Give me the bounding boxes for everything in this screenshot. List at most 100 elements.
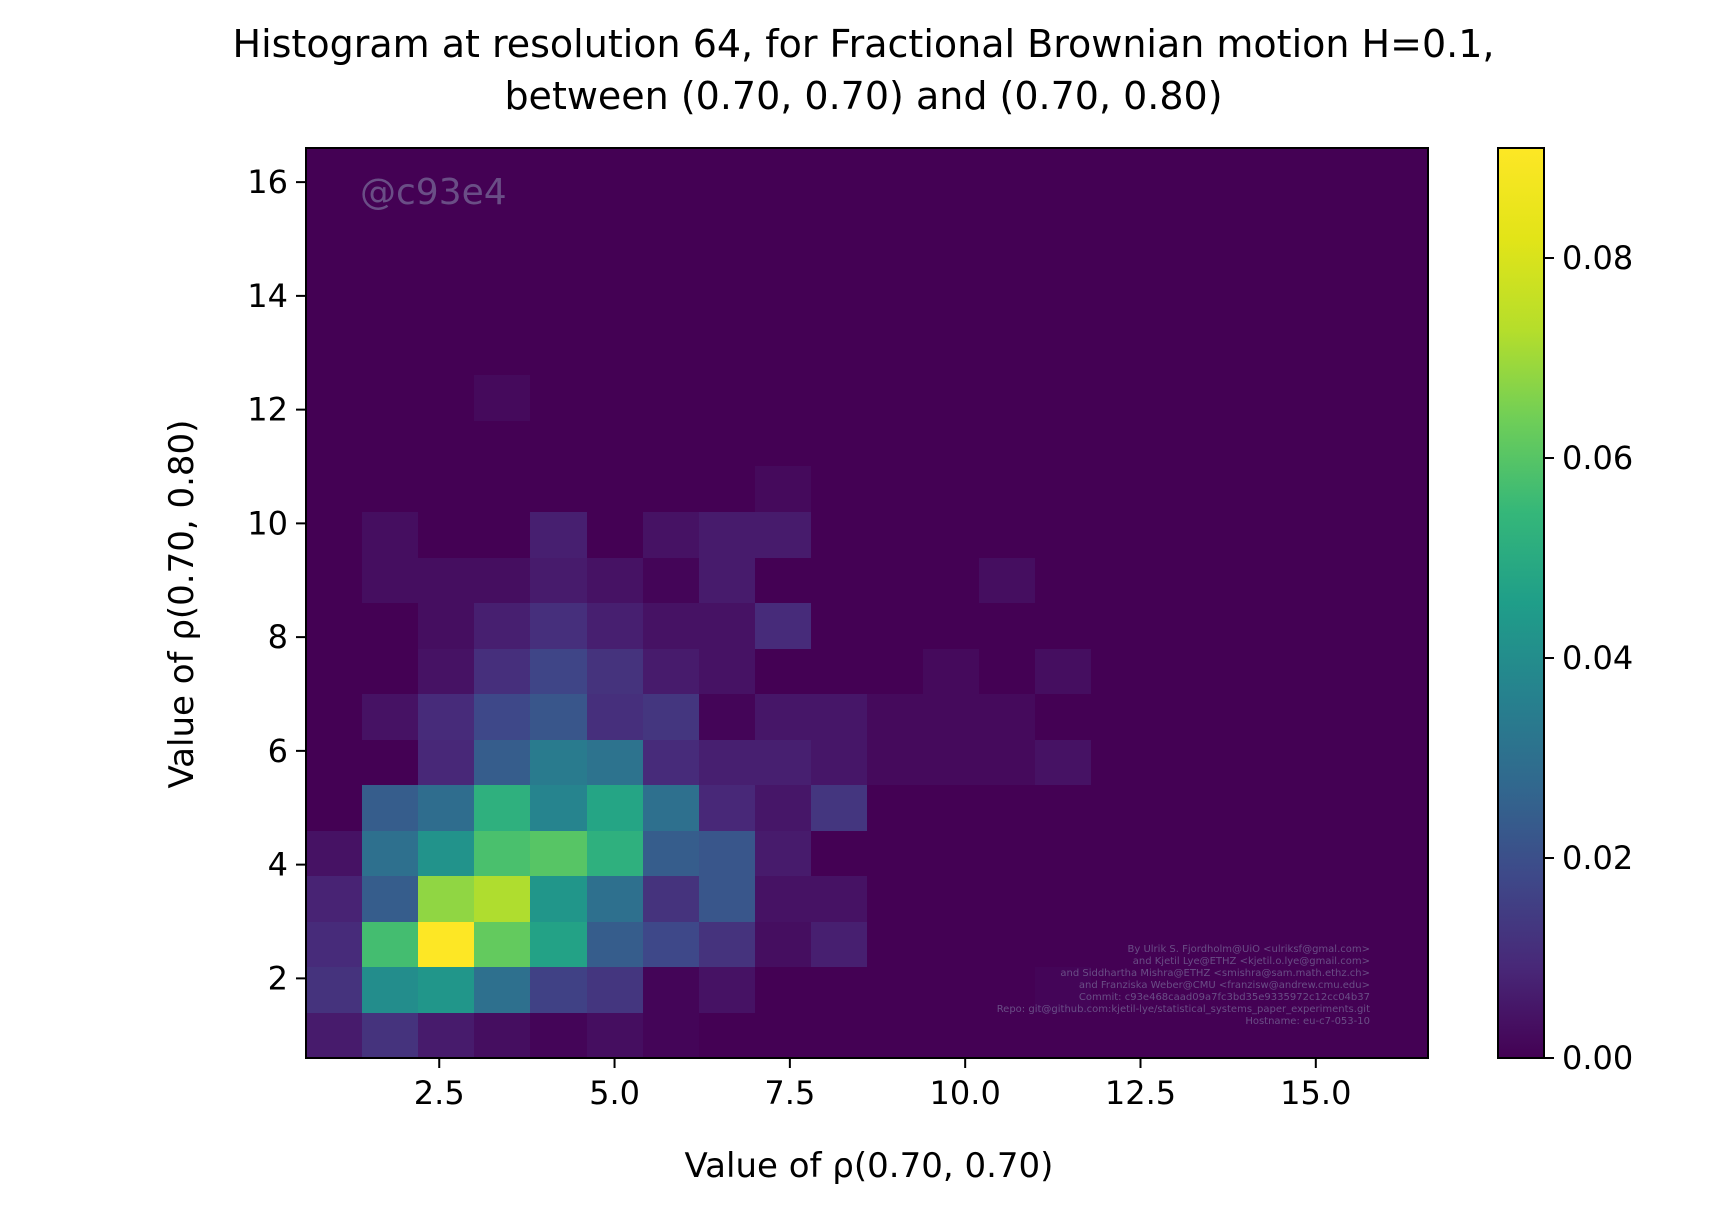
histogram-cell [699, 694, 755, 740]
credits-line: By Ulrik S. Fjordholm@UiO <ulriksf@gmal.… [1127, 944, 1371, 955]
colorbar-gradient [1498, 148, 1544, 1058]
histogram-cell [530, 785, 587, 831]
histogram-cell [867, 740, 923, 785]
histogram-cell [811, 740, 867, 785]
y-tick-label: 4 [268, 846, 288, 884]
histogram-cell [587, 694, 643, 740]
y-tick-label: 6 [268, 732, 288, 770]
histogram-cell [699, 740, 755, 785]
histogram-cell [362, 785, 418, 831]
histogram-cell [643, 603, 699, 649]
histogram-cell [699, 558, 755, 603]
histogram-cell [587, 1013, 643, 1058]
histogram-cell [643, 558, 699, 603]
histogram-cell [530, 558, 587, 603]
histogram-cell [362, 1013, 418, 1058]
histogram-cell [530, 694, 587, 740]
histogram-cell [699, 876, 755, 922]
histogram-cell [418, 603, 474, 649]
histogram-cell [362, 831, 418, 876]
colorbar-frame [1497, 147, 1545, 1059]
histogram-cell [643, 831, 699, 876]
histogram-cell [979, 558, 1035, 603]
histogram-cell [587, 785, 643, 831]
histogram-cell [362, 558, 418, 603]
histogram-cell [699, 831, 755, 876]
histogram-cell [474, 603, 530, 649]
y-tick-label: 8 [268, 618, 288, 656]
histogram-cell [699, 967, 755, 1013]
histogram-cell [418, 649, 474, 694]
watermark-text: @c93e4 [360, 172, 507, 213]
histogram-cell [474, 922, 530, 967]
histogram-cell [699, 649, 755, 694]
histogram-cell [306, 876, 362, 922]
histogram-cell [923, 740, 979, 785]
histogram-cell [755, 831, 811, 876]
colorbar-tick-label: 0.08 [1562, 239, 1633, 277]
histogram-cell [530, 922, 587, 967]
histogram-cell [811, 876, 867, 922]
histogram-cell [587, 876, 643, 922]
plot-frame [305, 147, 1429, 1059]
colorbar-tick-label: 0.04 [1562, 639, 1633, 677]
histogram-cell [587, 740, 643, 785]
histogram-cell [755, 876, 811, 922]
y-tick-label: 12 [247, 391, 288, 429]
histogram-cell [418, 694, 474, 740]
histogram-cell [418, 558, 474, 603]
histogram-cell [755, 740, 811, 785]
x-tick-label: 7.5 [764, 1074, 815, 1112]
histogram-cell [587, 922, 643, 967]
histogram-cell [755, 922, 811, 967]
histogram-cell [699, 785, 755, 831]
y-axis-label: Value of ρ(0.70, 0.80) [162, 420, 202, 789]
credits-block: By Ulrik S. Fjordholm@UiO <ulriksf@gmal.… [770, 944, 1370, 1028]
histogram-cell [362, 876, 418, 922]
histogram-cell [362, 512, 418, 558]
histogram-cell [418, 1013, 474, 1058]
histogram-cell [418, 740, 474, 785]
histogram-cell [587, 603, 643, 649]
histogram-cell [530, 649, 587, 694]
histogram-cell [643, 1013, 699, 1058]
y-tick-label: 14 [247, 277, 288, 315]
histogram-cell [587, 831, 643, 876]
credits-line: Repo: git@github.com:kjetil-lye/statisti… [996, 1004, 1370, 1015]
histogram-cell [699, 512, 755, 558]
histogram-cell [699, 603, 755, 649]
histogram-cell [418, 967, 474, 1013]
histogram-cell [530, 876, 587, 922]
histogram-cell [530, 512, 587, 558]
histogram-cell [699, 922, 755, 967]
histogram-cell [474, 785, 530, 831]
histogram-cell [362, 967, 418, 1013]
x-tick-label: 10.0 [930, 1074, 1001, 1112]
histogram-cell [474, 1013, 530, 1058]
histogram-cell [1035, 967, 1091, 1013]
histogram-cell [755, 785, 811, 831]
histogram-cell [474, 740, 530, 785]
histogram-cell [474, 558, 530, 603]
histogram-cell [474, 831, 530, 876]
histogram-cell [474, 967, 530, 1013]
x-tick-label: 2.5 [414, 1074, 465, 1112]
y-tick-label: 10 [247, 504, 288, 542]
colorbar-tick-label: 0.06 [1562, 439, 1633, 477]
x-tick-label: 5.0 [589, 1074, 640, 1112]
histogram-cell [530, 603, 587, 649]
histogram-cell [530, 831, 587, 876]
credits-line: and Kjetil Lye@ETHZ <kjetil.o.lye@gmail.… [1132, 956, 1370, 967]
histogram-cell [979, 740, 1035, 785]
histogram-cell [643, 740, 699, 785]
x-tick-label: 15.0 [1280, 1074, 1351, 1112]
histogram-cell [362, 922, 418, 967]
histogram-cell [811, 694, 867, 740]
histogram-cell [755, 466, 811, 512]
histogram-cell [474, 649, 530, 694]
histogram-cell [587, 558, 643, 603]
histogram-cell [530, 967, 587, 1013]
histogram-cell [755, 694, 811, 740]
histogram-cell [418, 876, 474, 922]
